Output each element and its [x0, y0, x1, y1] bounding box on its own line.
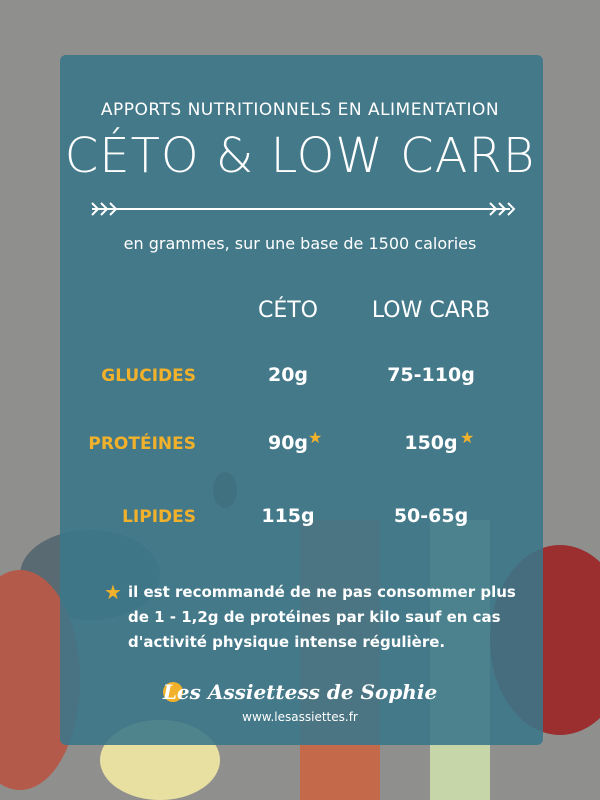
- row-label: LIPIDES: [122, 507, 196, 527]
- row-label: PROTÉINES: [88, 434, 196, 454]
- brand-name: Les Assiettess de Sophie: [162, 680, 438, 704]
- star-icon: ★: [460, 428, 475, 447]
- cell-value: 75-110g: [387, 364, 475, 386]
- title: CÉTO & LOW CARB: [64, 128, 536, 184]
- note: en grammes, sur une base de 1500 calorie…: [123, 234, 477, 253]
- cell-value: 115g: [261, 505, 315, 527]
- cell-value: 20g: [267, 364, 309, 386]
- website: www.lesassiettes.fr: [242, 710, 358, 724]
- star-icon: ★: [308, 428, 323, 447]
- cell-value: 150g: [404, 432, 458, 454]
- subtitle: APPORTS NUTRITIONNELS EN ALIMENTATION: [100, 100, 500, 120]
- row-label: GLUCIDES: [101, 366, 196, 386]
- column-header: CÉTO: [257, 298, 319, 323]
- cell-value: 90g: [267, 432, 309, 454]
- column-header: LOW CARB: [371, 298, 491, 323]
- cell-value: 50-65g: [393, 505, 469, 527]
- star-icon: ★: [104, 580, 122, 604]
- info-panel: [60, 55, 543, 745]
- footnote: il est recommandé de ne pas consommer pl…: [128, 583, 516, 651]
